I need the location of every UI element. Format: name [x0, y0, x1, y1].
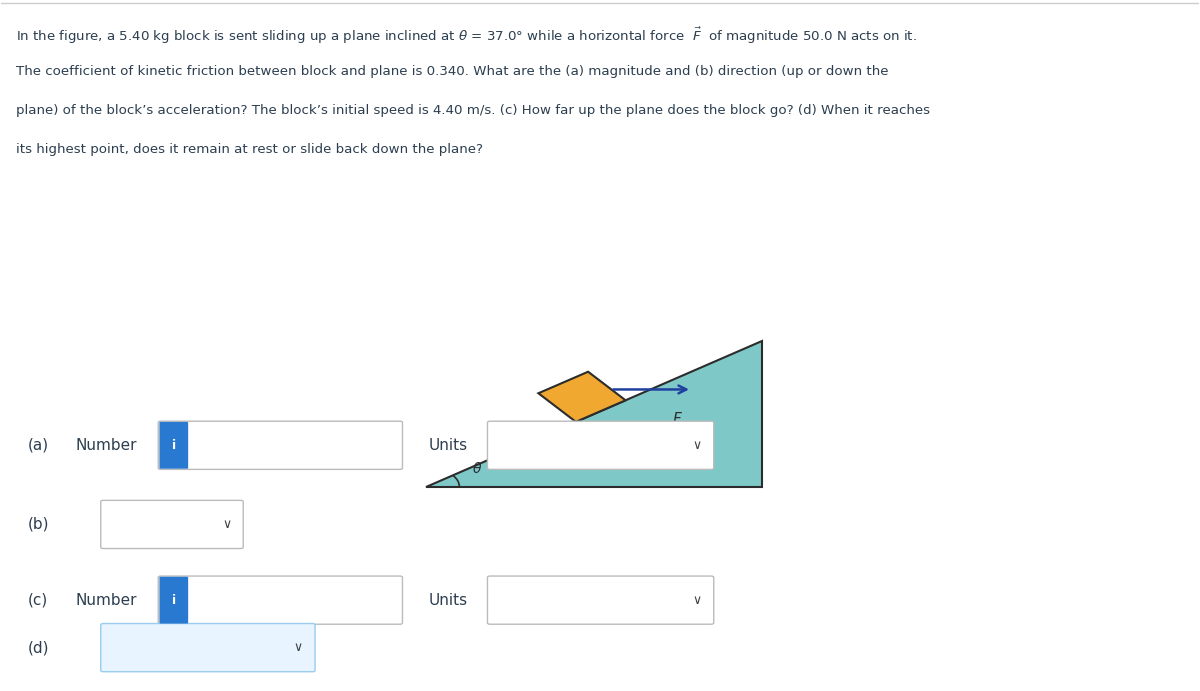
- Text: $F$: $F$: [672, 411, 683, 428]
- Text: The coefficient of kinetic friction between block and plane is 0.340. What are t: The coefficient of kinetic friction betw…: [16, 65, 888, 77]
- FancyBboxPatch shape: [158, 422, 402, 469]
- Text: plane) of the block’s acceleration? The block’s initial speed is 4.40 m/s. (c) H: plane) of the block’s acceleration? The …: [16, 104, 930, 117]
- Text: Number: Number: [76, 593, 137, 607]
- Text: Units: Units: [428, 593, 468, 607]
- Text: Number: Number: [76, 438, 137, 453]
- Text: i: i: [172, 439, 176, 452]
- Polygon shape: [539, 372, 625, 422]
- FancyBboxPatch shape: [160, 422, 188, 468]
- Text: (d): (d): [28, 640, 49, 655]
- Text: its highest point, does it remain at rest or slide back down the plane?: its highest point, does it remain at res…: [16, 143, 482, 156]
- FancyBboxPatch shape: [487, 576, 714, 624]
- Text: ∨: ∨: [692, 594, 702, 607]
- Text: ∨: ∨: [222, 518, 232, 531]
- FancyBboxPatch shape: [158, 576, 402, 624]
- Text: (a): (a): [28, 438, 49, 453]
- Text: In the figure, a 5.40 kg block is sent sliding up a plane inclined at $\theta$ =: In the figure, a 5.40 kg block is sent s…: [16, 26, 917, 46]
- Text: ∨: ∨: [294, 641, 302, 654]
- Text: i: i: [172, 594, 176, 607]
- Text: ∨: ∨: [692, 439, 702, 452]
- FancyBboxPatch shape: [160, 577, 188, 623]
- Text: (c): (c): [28, 593, 48, 607]
- FancyBboxPatch shape: [101, 500, 244, 549]
- Polygon shape: [426, 341, 762, 486]
- Text: (b): (b): [28, 517, 49, 532]
- FancyBboxPatch shape: [487, 422, 714, 469]
- Text: $\theta$: $\theta$: [472, 461, 482, 475]
- Text: Units: Units: [428, 438, 468, 453]
- FancyBboxPatch shape: [101, 623, 316, 672]
